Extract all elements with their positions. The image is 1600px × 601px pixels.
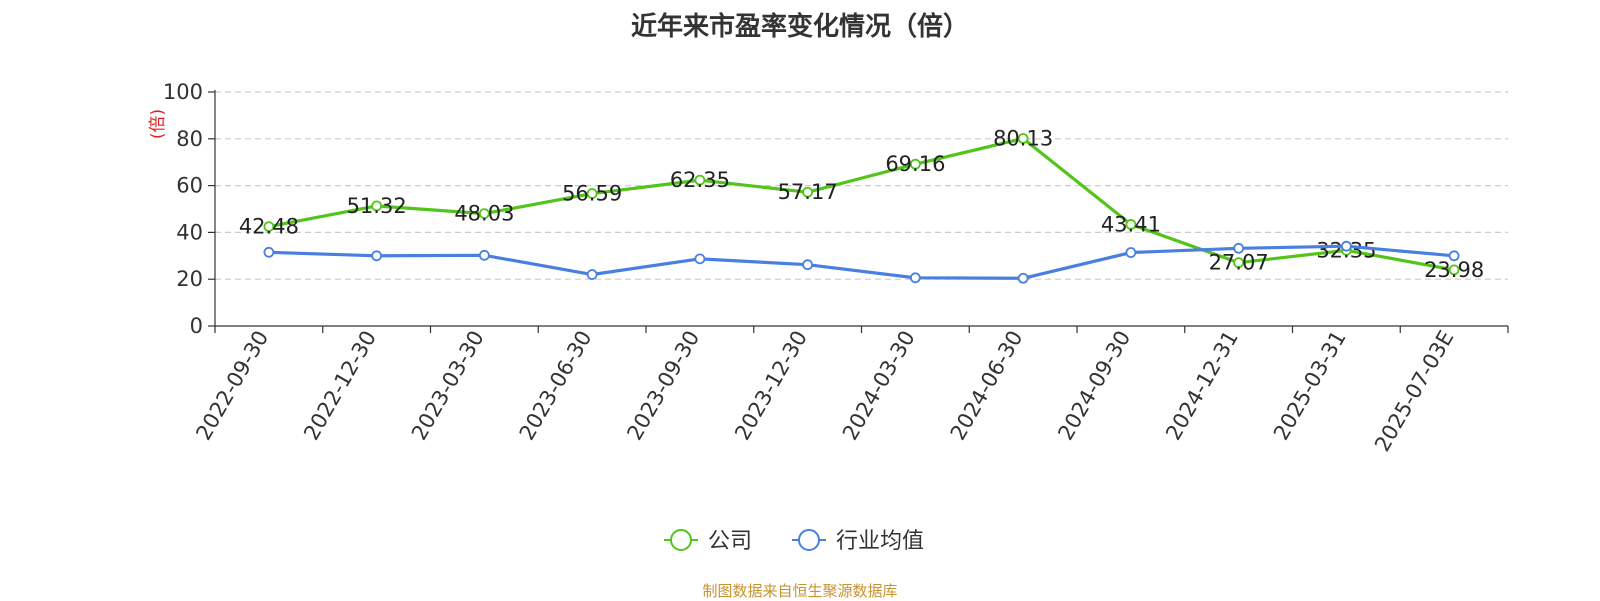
legend-label: 公司 [708, 529, 752, 554]
data-point [909, 158, 921, 170]
x-tick-label: 2022-12-30 [299, 327, 381, 445]
data-source-footer: 制图数据来自恒生聚源数据库 [702, 582, 898, 600]
data-label: 56.59 [562, 182, 622, 206]
series-line-1 [268, 244, 1455, 280]
x-tick-label: 2024-03-30 [838, 327, 920, 445]
data-point [802, 186, 814, 198]
series-line-0 [268, 136, 1455, 272]
data-point [1125, 219, 1137, 230]
x-tick-label: 2023-12-30 [730, 327, 812, 445]
y-tick-label: 100 [163, 80, 203, 104]
legend-swatch-marker [670, 529, 692, 551]
data-label: 23.98 [1424, 258, 1484, 282]
data-point [1340, 240, 1352, 252]
data-label: 57.17 [778, 180, 838, 204]
y-tick-label: 60 [176, 174, 203, 198]
x-tick-label: 2023-09-30 [622, 327, 704, 445]
x-tick-label: 2025-03-31 [1269, 327, 1351, 445]
data-point [263, 221, 275, 232]
x-tick-label: 2022-09-30 [191, 327, 273, 445]
x-tick-label: 2025-07-03E [1370, 327, 1458, 456]
data-point [802, 259, 814, 271]
y-tick-label: 40 [176, 220, 203, 244]
data-point [371, 250, 383, 262]
data-point [1017, 272, 1029, 284]
data-point [1233, 257, 1245, 269]
data-label: 69.16 [885, 152, 945, 176]
legend-swatch-marker [798, 529, 820, 551]
x-tick-label: 2024-06-30 [946, 327, 1028, 445]
y-axis-label: (倍) [148, 109, 168, 139]
data-label: 80.13 [993, 126, 1053, 150]
data-point [1233, 242, 1245, 254]
data-point [1125, 247, 1137, 258]
data-point [586, 188, 598, 199]
data-label: 27.07 [1209, 251, 1269, 275]
data-point [478, 208, 490, 220]
y-tick-label: 0 [190, 314, 203, 338]
data-label: 48.03 [454, 202, 514, 226]
pe-ratio-line-chart: 0 20 40 60 80 100 (倍) 2022-09-30 2022-12-30 2023-… [148, 80, 1509, 554]
data-point [694, 253, 706, 265]
data-point [1017, 133, 1029, 144]
data-point [478, 249, 490, 261]
legend-label: 行业均值 [836, 529, 924, 554]
x-tick-label: 2024-09-30 [1053, 327, 1135, 445]
x-tick-label: 2023-06-30 [515, 327, 597, 445]
y-tick-label: 20 [176, 267, 203, 291]
y-tick-label: 80 [176, 127, 203, 151]
data-label: 43.41 [1101, 212, 1161, 236]
data-point [371, 200, 383, 212]
chart-title: 近年来市盈率变化情况（倍） [630, 12, 969, 42]
data-point [694, 174, 706, 186]
data-label: 51.32 [347, 194, 407, 218]
data-point [263, 246, 275, 258]
data-label: 62.35 [670, 168, 730, 192]
data-point [1448, 264, 1460, 276]
data-point [586, 269, 598, 280]
data-label: 42.48 [239, 215, 299, 239]
x-tick-label: 2024-12-31 [1161, 327, 1243, 445]
x-tick-label: 2023-03-30 [407, 327, 489, 445]
data-point [1448, 250, 1460, 262]
data-point [909, 272, 921, 284]
